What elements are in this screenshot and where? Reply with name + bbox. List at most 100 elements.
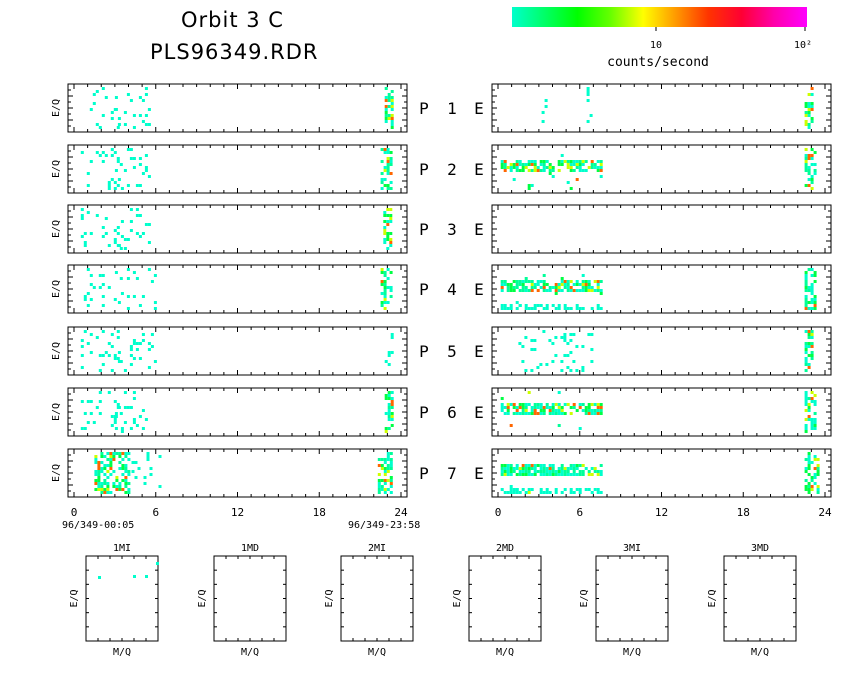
left-data-cell — [147, 342, 151, 345]
left-data-cell — [389, 232, 393, 235]
left-data-cell — [389, 214, 393, 217]
left-data-cell — [390, 400, 394, 403]
left-data-cell — [101, 295, 105, 298]
right-data-cell — [500, 403, 504, 406]
left-data-cell — [113, 298, 117, 301]
right-data-cell — [560, 464, 564, 467]
right-data-cell — [500, 470, 504, 473]
row-number-label: 4 — [447, 280, 457, 299]
small-panel-frame — [213, 555, 287, 642]
right-data-cell — [569, 280, 573, 283]
right-data-cell — [503, 491, 507, 494]
right-data-cell — [560, 369, 564, 372]
right-data-cell — [521, 345, 525, 348]
left-data-cell — [132, 391, 136, 394]
left-data-cell — [114, 412, 118, 415]
right-data-cell — [807, 157, 811, 160]
right-data-cell — [527, 470, 531, 473]
right-data-cell — [807, 126, 811, 129]
right-data-cell — [515, 163, 519, 166]
right-data-cell — [506, 409, 510, 412]
left-data-cell — [83, 298, 87, 301]
left-data-cell — [386, 247, 390, 250]
left-data-cell — [137, 467, 141, 470]
right-data-cell — [572, 163, 576, 166]
right-data-cell — [807, 169, 811, 172]
right-data-cell — [810, 181, 814, 184]
y-axis-label: E/Q — [51, 403, 62, 421]
right-data-cell — [530, 412, 534, 415]
right-data-cell — [515, 412, 519, 415]
right-data-cell — [807, 473, 811, 476]
left-data-cell — [386, 277, 390, 280]
right-data-cell — [548, 491, 552, 494]
small-panel-data-cell — [145, 575, 148, 578]
left-data-cell — [383, 488, 387, 491]
left-data-cell — [124, 479, 128, 482]
right-data-cell — [554, 354, 558, 357]
right-data-cell — [572, 467, 576, 470]
right-data-cell — [804, 351, 808, 354]
left-data-cell — [110, 148, 114, 151]
right-data-cell — [807, 488, 811, 491]
left-data-cell — [389, 485, 393, 488]
right-data-cell — [506, 491, 510, 494]
left-data-cell — [386, 163, 390, 166]
left-data-cell — [389, 491, 393, 494]
right-data-cell — [551, 403, 555, 406]
right-data-cell — [563, 354, 567, 357]
colorbar-label: counts/second — [607, 55, 709, 70]
right-data-cell — [551, 360, 555, 363]
left-data-cell — [86, 342, 90, 345]
left-data-cell — [119, 360, 123, 363]
right-data-cell — [566, 366, 570, 369]
left-data-cell — [389, 238, 393, 241]
left-data-cell — [95, 90, 99, 93]
right-data-cell — [566, 289, 570, 292]
left-data-cell — [104, 217, 108, 220]
left-data-cell — [80, 427, 84, 430]
left-data-cell — [113, 354, 117, 357]
right-data-cell — [515, 307, 519, 310]
right-data-cell — [575, 163, 579, 166]
right-data-cell — [542, 406, 546, 409]
right-data-cell — [515, 464, 519, 467]
row-p-label: P — [419, 280, 429, 299]
left-data-cell — [135, 277, 139, 280]
left-data-cell — [386, 455, 390, 458]
right-data-cell — [563, 160, 567, 163]
right-data-cell — [539, 467, 543, 470]
left-data-cell — [118, 488, 122, 491]
small-panel-frame — [595, 555, 669, 642]
right-data-cell — [572, 333, 576, 336]
left-data-cell — [384, 412, 388, 415]
left-data-cell — [113, 241, 117, 244]
right-data-cell — [572, 473, 576, 476]
left-data-cell — [132, 418, 136, 421]
right-data-cell — [557, 403, 561, 406]
left-data-cell — [377, 473, 381, 476]
left-data-cell — [389, 241, 393, 244]
right-data-cell — [506, 286, 510, 289]
left-data-cell — [144, 169, 148, 172]
left-data-cell — [389, 208, 393, 211]
right-data-cell — [590, 409, 594, 412]
right-data-cell — [816, 458, 820, 461]
right-data-cell — [551, 169, 555, 172]
left-data-cell — [98, 354, 102, 357]
left-data-cell — [383, 169, 387, 172]
right-data-cell — [590, 403, 594, 406]
left-data-cell — [112, 455, 116, 458]
right-data-cell — [515, 467, 519, 470]
left-data-cell — [114, 96, 118, 99]
right-data-cell — [542, 166, 546, 169]
right-data-cell — [533, 166, 537, 169]
right-data-cell — [810, 418, 814, 421]
right-data-cell — [518, 470, 522, 473]
y-axis-label: E/Q — [51, 220, 62, 238]
right-data-cell — [807, 301, 811, 304]
left-data-cell — [103, 467, 107, 470]
left-data-cell — [146, 455, 150, 458]
right-data-cell — [804, 169, 808, 172]
left-data-cell — [97, 485, 101, 488]
